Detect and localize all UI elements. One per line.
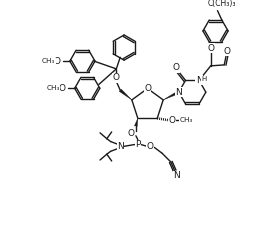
Text: N: N (117, 142, 124, 151)
Text: O: O (59, 84, 65, 93)
Text: P: P (135, 140, 140, 149)
Polygon shape (163, 91, 179, 100)
Text: N: N (175, 88, 182, 97)
Text: O: O (54, 57, 61, 66)
Text: H: H (201, 76, 206, 82)
Text: O: O (207, 44, 214, 53)
Text: O: O (144, 84, 151, 93)
Text: O: O (224, 47, 231, 56)
Text: O: O (147, 142, 154, 151)
Text: CH₃: CH₃ (42, 58, 55, 64)
Text: CH₃: CH₃ (180, 117, 193, 123)
Text: O: O (172, 63, 179, 72)
Text: N: N (173, 171, 180, 180)
Polygon shape (135, 118, 138, 126)
Text: O: O (113, 73, 120, 82)
Text: C(CH₃)₃: C(CH₃)₃ (208, 0, 237, 8)
Text: CH₃: CH₃ (47, 85, 60, 91)
Text: N: N (196, 76, 202, 85)
Text: O: O (168, 116, 175, 125)
Polygon shape (119, 89, 132, 100)
Text: O: O (127, 129, 135, 138)
